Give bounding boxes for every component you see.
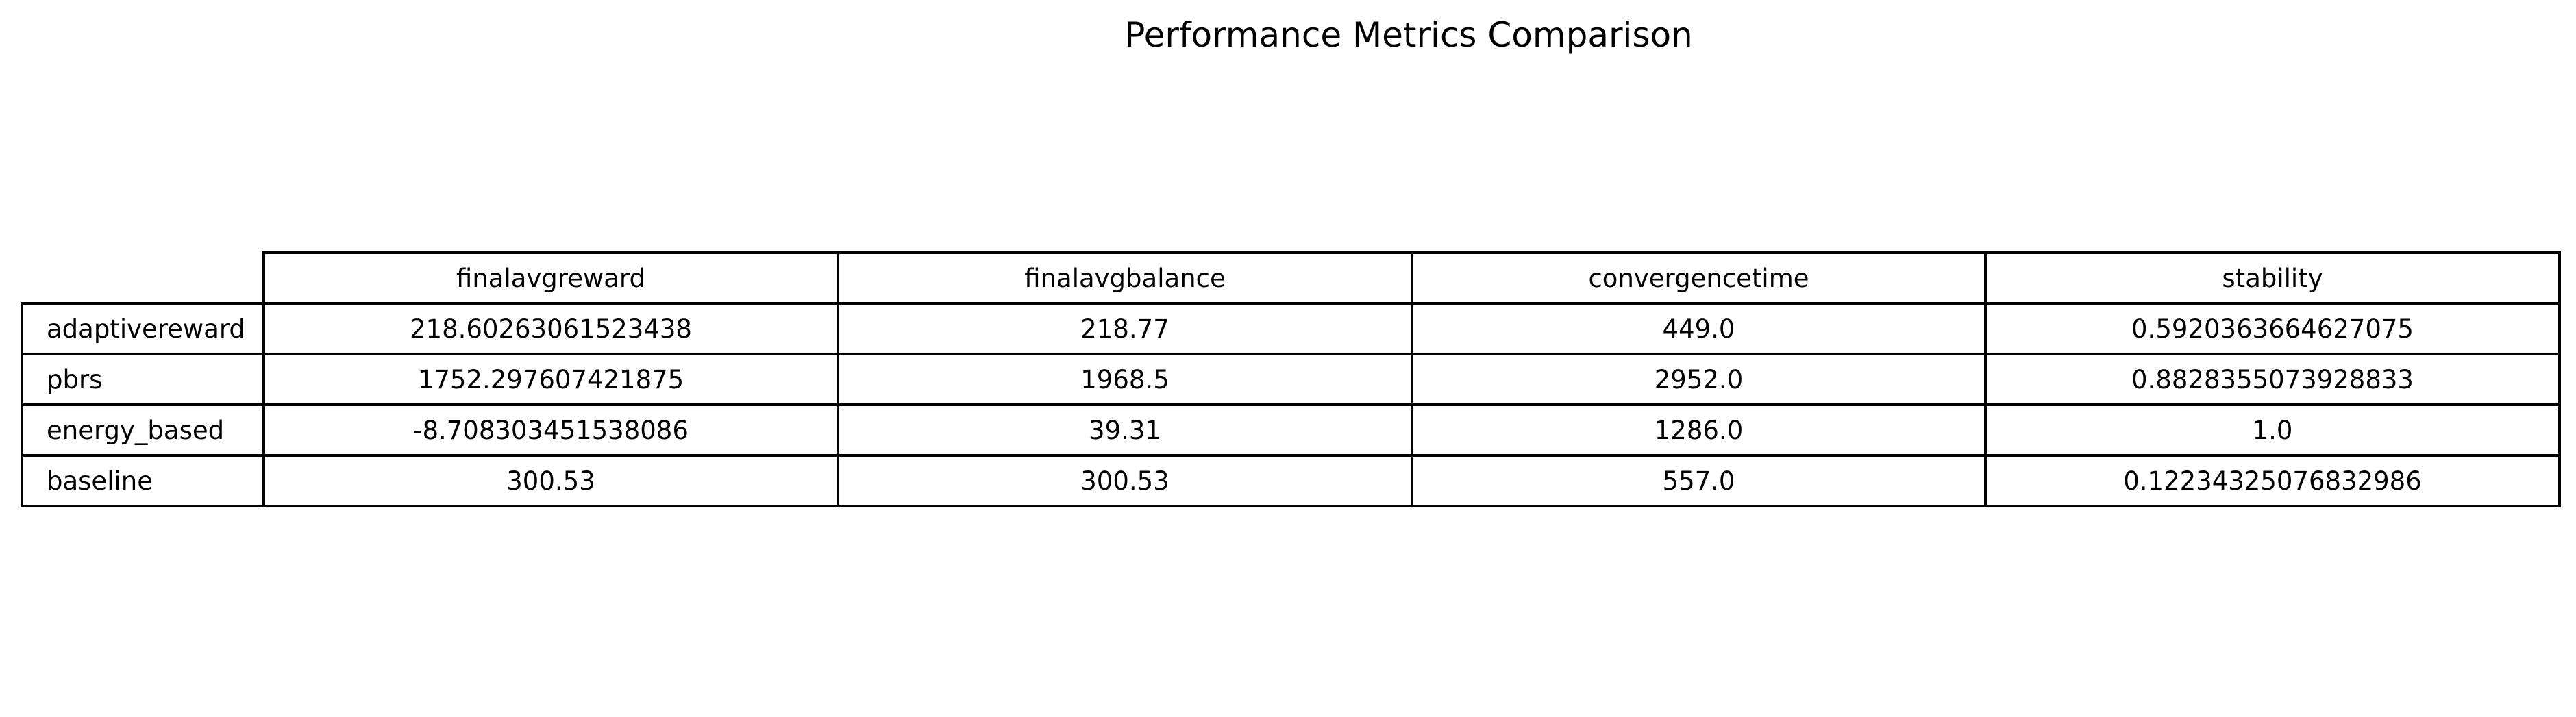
table-row: baseline 300.53 300.53 557.0 0.122343250… — [21, 454, 2561, 507]
chart-title: Performance Metrics Comparison — [1124, 15, 1693, 55]
table-cell: 300.53 — [837, 454, 1413, 507]
table-header-row: finalavgreward finalavgbalance convergen… — [22, 251, 2561, 305]
table-cell: 218.60263061523438 — [262, 302, 839, 355]
table-cell: 39.31 — [837, 403, 1413, 457]
table-row: pbrs 1752.297607421875 1968.5 2952.0 0.8… — [21, 353, 2561, 406]
column-header: convergencetime — [1411, 251, 1987, 305]
table-cell: 218.77 — [837, 302, 1413, 355]
row-label: baseline — [21, 454, 265, 507]
table-cell: 557.0 — [1411, 454, 1987, 507]
column-header: finalavgbalance — [837, 251, 1413, 305]
row-label: pbrs — [21, 353, 265, 406]
table-cell: 449.0 — [1411, 302, 1987, 355]
column-header: stability — [1984, 251, 2561, 305]
table-cell: 1.0 — [1984, 403, 2561, 457]
table-cell: 1752.297607421875 — [262, 353, 839, 406]
table-cell: 300.53 — [262, 454, 839, 507]
row-label: energy_based — [21, 403, 265, 457]
column-header: finalavgreward — [262, 251, 839, 305]
metrics-table: finalavgreward finalavgbalance convergen… — [21, 251, 2561, 507]
table-row: adaptivereward 218.60263061523438 218.77… — [21, 302, 2561, 355]
row-label: adaptivereward — [21, 302, 265, 355]
table-cell: 0.12234325076832986 — [1984, 454, 2561, 507]
table-cell: -8.708303451538086 — [262, 403, 839, 457]
table-cell: 0.8828355073928833 — [1984, 353, 2561, 406]
table-cell: 2952.0 — [1411, 353, 1987, 406]
table-corner-cell — [22, 253, 265, 305]
table-cell: 1968.5 — [837, 353, 1413, 406]
table-cell: 0.5920363664627075 — [1984, 302, 2561, 355]
table-cell: 1286.0 — [1411, 403, 1987, 457]
table-row: energy_based -8.708303451538086 39.31 12… — [21, 403, 2561, 457]
